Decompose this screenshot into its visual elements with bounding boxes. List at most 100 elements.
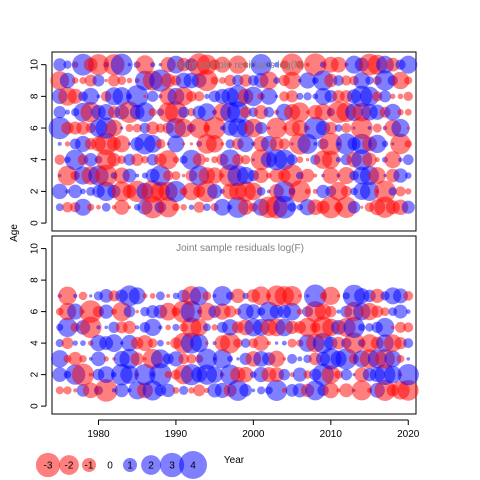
bubble-point xyxy=(117,155,126,164)
bubble-point xyxy=(51,183,68,200)
bubble-point xyxy=(189,142,194,146)
bubble-point xyxy=(105,334,123,353)
bubble-point xyxy=(257,386,266,395)
bubble-point xyxy=(305,158,310,162)
bubble-point xyxy=(319,196,342,219)
bubble-point xyxy=(305,380,326,401)
bubble-point xyxy=(239,106,252,118)
bubble-point xyxy=(67,88,83,104)
bubble-point xyxy=(335,157,342,163)
bubble-point xyxy=(155,123,166,133)
bubble-point xyxy=(403,290,414,301)
bubble-point xyxy=(385,57,400,72)
bubble-point xyxy=(319,132,343,156)
x-tick-label: 1980 xyxy=(87,429,110,440)
bubble-point xyxy=(286,154,298,166)
bubble-point xyxy=(160,73,176,88)
bubble-point xyxy=(157,197,179,218)
bubble-point xyxy=(79,316,102,339)
bubble-point xyxy=(172,203,180,212)
bubble-point xyxy=(68,351,83,366)
bubble-point xyxy=(135,102,155,123)
bubble-point xyxy=(212,285,233,306)
bubble-point xyxy=(123,305,136,318)
bubble-point xyxy=(226,101,249,124)
bubble-point xyxy=(274,341,279,345)
bubble-point xyxy=(158,150,178,170)
bubble-point xyxy=(189,286,209,306)
bubble-point xyxy=(299,72,316,89)
bubble-point xyxy=(396,354,405,363)
bubble-point xyxy=(381,140,389,148)
bubble-point xyxy=(128,287,146,305)
bubble-point xyxy=(62,201,73,213)
bubble-point xyxy=(141,196,164,219)
y-tick-label: 10 xyxy=(30,243,41,255)
bubble-point xyxy=(107,152,121,167)
bubble-point xyxy=(143,134,162,153)
bubble-point xyxy=(103,356,109,362)
bubble-point xyxy=(283,302,301,321)
bubble-point xyxy=(101,202,111,212)
bubble-point xyxy=(297,356,303,362)
bubble-point xyxy=(393,304,408,319)
bubble-point xyxy=(135,309,139,314)
bubble-point xyxy=(259,71,278,90)
x-axis-year: 1980 1990 2000 2010 2020 xyxy=(87,419,420,440)
bubble-point xyxy=(178,353,189,365)
bubble-point xyxy=(370,288,385,303)
bubble-point xyxy=(82,382,99,399)
legend-label: 1 xyxy=(127,461,133,472)
bubble-point xyxy=(347,201,361,214)
bubble-point xyxy=(55,386,64,395)
bubble-point xyxy=(313,142,318,146)
bubble-point xyxy=(96,325,101,330)
bubble-point xyxy=(74,198,92,216)
bubble-point xyxy=(53,106,66,119)
chart-title-logF: Joint sample residuals log(F) xyxy=(176,243,304,254)
x-axis-label: Year xyxy=(224,455,245,466)
plot-frame-logN xyxy=(51,51,417,232)
bubble-point xyxy=(180,204,187,211)
bubble-point xyxy=(205,341,209,345)
bubble-point xyxy=(384,151,402,169)
bubble-point xyxy=(397,380,419,401)
bubble-point xyxy=(341,123,352,134)
bubble-point xyxy=(336,309,341,314)
chart-title-logN: Joint sample residuals log(N) xyxy=(176,60,305,71)
bubble-point xyxy=(87,203,95,211)
bubble-point xyxy=(233,338,243,348)
bubble-point xyxy=(193,201,205,213)
bubble-point xyxy=(76,121,90,135)
bubble-point xyxy=(211,324,218,331)
bubble-point xyxy=(204,93,210,100)
bubble-point xyxy=(105,119,123,137)
bubble-point xyxy=(374,157,380,163)
bubble-point xyxy=(136,335,153,352)
bubble-point xyxy=(104,325,108,330)
legend-bubble xyxy=(123,458,137,472)
bubble-point xyxy=(325,305,337,318)
bubble-point xyxy=(290,102,310,123)
bubble-point xyxy=(399,55,418,74)
bubble-point xyxy=(150,62,156,68)
bubble-point xyxy=(174,118,193,138)
bubble-point xyxy=(404,172,412,179)
bubble-point xyxy=(107,74,120,87)
legend: -3 -2 -1 0 1 2 3 4 xyxy=(35,451,207,479)
bubble-point xyxy=(166,341,171,346)
bubble-point xyxy=(161,383,175,398)
bubble-point xyxy=(178,106,190,118)
bubble-point xyxy=(213,198,231,216)
bubble-point xyxy=(266,341,271,346)
bubble-point xyxy=(278,368,291,381)
bubble-point xyxy=(64,141,71,147)
bubble-point xyxy=(190,334,209,353)
bubble-point xyxy=(358,323,366,332)
legend-label: 3 xyxy=(169,461,175,472)
bubble-point xyxy=(182,142,186,146)
bubble-point xyxy=(88,372,93,377)
bubble-point xyxy=(286,90,299,103)
bubble-point xyxy=(398,157,403,162)
bubble-point xyxy=(186,353,197,364)
